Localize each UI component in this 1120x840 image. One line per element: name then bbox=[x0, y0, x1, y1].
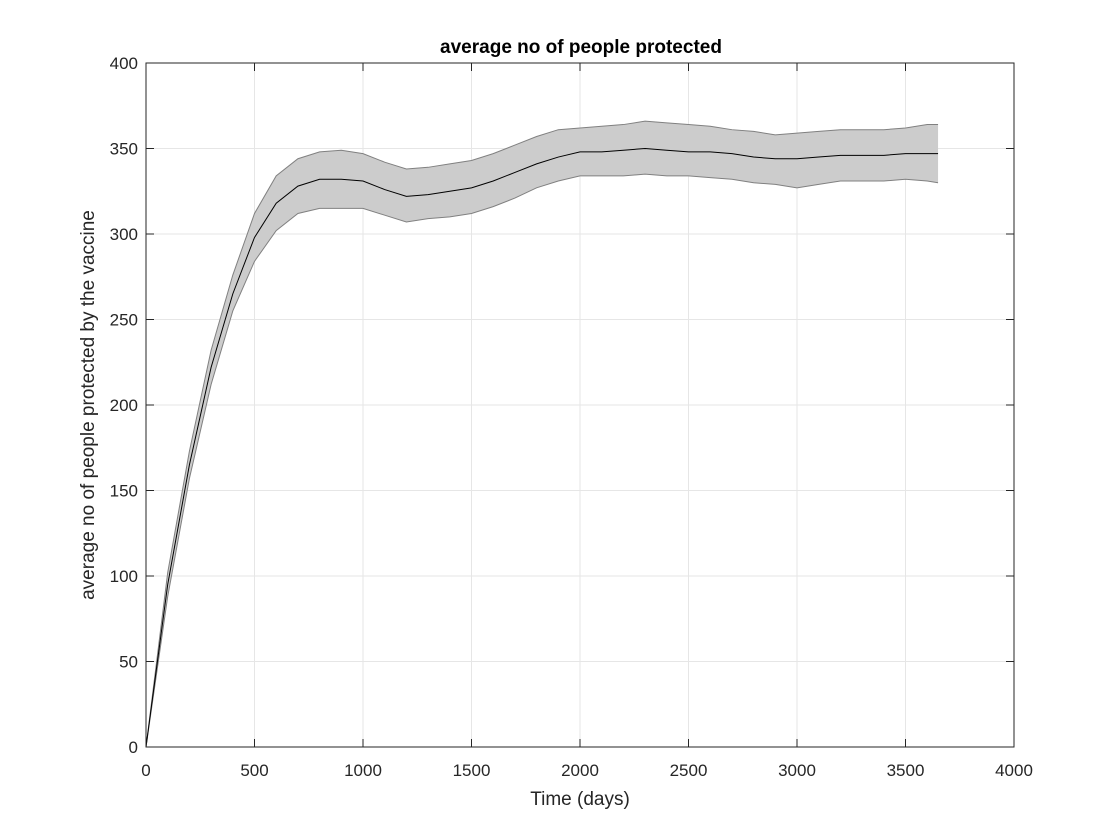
y-tick-label: 150 bbox=[110, 482, 138, 501]
y-tick-label: 350 bbox=[110, 140, 138, 159]
y-tick-label: 50 bbox=[119, 653, 138, 672]
axes-frame bbox=[145, 62, 1015, 748]
y-tick-label: 100 bbox=[110, 567, 138, 586]
x-tick-label: 1500 bbox=[453, 761, 491, 780]
y-tick-label: 400 bbox=[110, 54, 138, 73]
x-tick-label: 500 bbox=[240, 761, 268, 780]
y-tick-label: 250 bbox=[110, 311, 138, 330]
confidence-band-group bbox=[145, 120, 939, 748]
y-axis-label: average no of people protected by the va… bbox=[78, 210, 99, 600]
x-tick-label: 3000 bbox=[778, 761, 816, 780]
mean-line bbox=[145, 147, 939, 748]
band-lower-edge bbox=[145, 173, 939, 748]
x-tick-label: 2500 bbox=[670, 761, 708, 780]
x-tick-label: 1000 bbox=[344, 761, 382, 780]
x-tick-label: 4000 bbox=[995, 761, 1033, 780]
x-tick-label: 3500 bbox=[887, 761, 925, 780]
x-tick-label: 0 bbox=[141, 761, 150, 780]
x-axis-label: Time (days) bbox=[530, 789, 630, 810]
chart-title: average no of people protected bbox=[440, 37, 722, 58]
band-upper-edge bbox=[145, 120, 939, 748]
y-tick-labels: 0 50 100 150 200 250 300 350 400 bbox=[110, 54, 138, 757]
x-tick-labels: 0 500 1000 1500 2000 2500 3000 3500 4000 bbox=[141, 761, 1033, 780]
mean-line-group bbox=[145, 147, 939, 748]
y-tick-label: 300 bbox=[110, 225, 138, 244]
y-tick-label: 0 bbox=[129, 738, 138, 757]
x-tick-label: 2000 bbox=[561, 761, 599, 780]
y-tick-label: 200 bbox=[110, 396, 138, 415]
